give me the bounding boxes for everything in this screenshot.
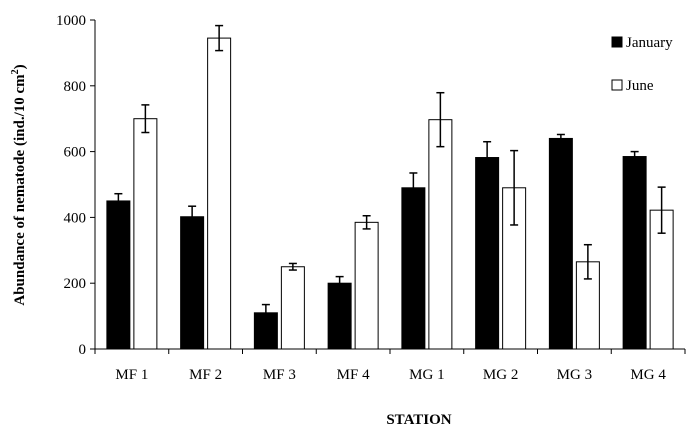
bar-january — [622, 156, 647, 350]
error-bars-layer — [114, 24, 666, 322]
y-tick-label: 600 — [64, 145, 87, 161]
bar-january — [180, 216, 205, 350]
x-axis-title: STATION — [386, 412, 451, 428]
bar-january — [327, 282, 352, 350]
x-category-label: MF 2 — [189, 367, 222, 383]
bar-june — [133, 118, 158, 350]
legend-swatch-june — [611, 79, 623, 91]
legend-label-january: January — [626, 35, 673, 51]
legend-swatch-january — [611, 36, 623, 48]
bar-january — [475, 157, 500, 350]
bar-january — [106, 200, 131, 350]
y-tick-label: 800 — [64, 79, 87, 95]
legend: January June — [611, 35, 673, 94]
x-category-label: MG 4 — [630, 367, 666, 383]
bar-january — [548, 137, 573, 350]
x-category-label: MF 4 — [337, 367, 370, 383]
y-tick-label: 200 — [64, 276, 87, 292]
bar-june — [354, 221, 379, 350]
bar-june — [428, 119, 453, 350]
y-axis-title: Abundance of nematode (ind./10 cm2) — [10, 64, 28, 305]
bar-june — [280, 266, 305, 350]
y-tick-label: 1000 — [56, 13, 86, 29]
legend-label-june: June — [626, 78, 654, 94]
x-category-label: MG 2 — [483, 367, 518, 383]
x-category-label: MF 3 — [263, 367, 296, 383]
y-axis-title-sup: 2 — [10, 69, 21, 74]
y-tick-label: 400 — [64, 210, 87, 226]
y-axis-title-end: ) — [12, 64, 28, 69]
y-axis-title-main: Abundance of nematode (ind./10 cm — [12, 74, 28, 306]
y-ticks: 0 200 400 600 800 1000 — [56, 13, 95, 358]
x-category-labels: MF 1 MF 2 MF 3 MF 4 MG 1 MG 2 MG 3 MG 4 — [94, 349, 686, 383]
y-tick-label: 0 — [79, 342, 87, 358]
bar-june — [207, 37, 232, 350]
x-category-label: MG 1 — [409, 367, 444, 383]
x-category-label: MG 3 — [557, 367, 592, 383]
x-category-label: MF 1 — [115, 367, 148, 383]
bar-january — [401, 187, 426, 350]
bars-layer — [106, 37, 674, 350]
